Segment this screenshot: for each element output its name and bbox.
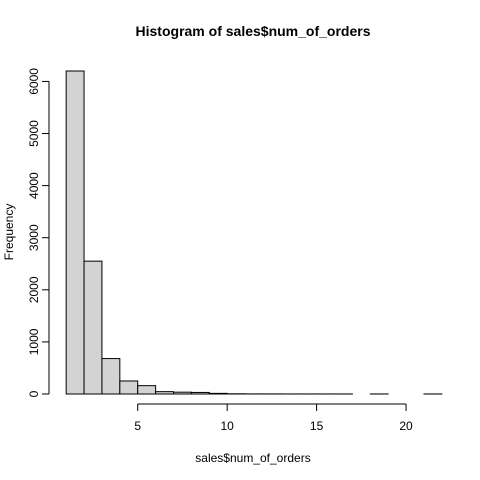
x-tick-label-15: 15 (310, 419, 324, 433)
x-axis-label: sales$num_of_orders (195, 451, 310, 465)
histogram-bar-8 (190, 391, 210, 395)
histogram-bar-6 (155, 391, 174, 395)
x-tick-label-10: 10 (220, 419, 234, 433)
y-tick-label-2000: 2000 (27, 276, 41, 303)
histogram-bar-9 (208, 392, 228, 395)
histogram-bar-2 (83, 260, 103, 395)
y-tick-label-5000: 5000 (27, 120, 41, 147)
x-axis: 5 10 15 20 (134, 403, 413, 433)
histogram-bar-7 (173, 391, 192, 395)
histogram-bars (65, 70, 443, 395)
y-tick-label-0: 0 (27, 390, 41, 397)
y-tick-label-6000: 6000 (27, 68, 41, 95)
y-tick-label-1000: 1000 (27, 328, 41, 355)
y-axis-label: Frequency (2, 204, 16, 261)
y-tick-label-4000: 4000 (27, 172, 41, 199)
y-axis: 0 1000 2000 3000 4000 5000 6000 (27, 68, 50, 397)
x-tick-label-20: 20 (399, 419, 413, 433)
histogram-bar-5 (137, 385, 157, 395)
histogram-bar-1 (65, 70, 85, 395)
x-tick-label-5: 5 (134, 419, 141, 433)
histogram-bar-4 (119, 380, 139, 395)
histogram-bar-3 (101, 358, 121, 395)
chart-title: Histogram of sales$num_of_orders (136, 23, 371, 39)
y-tick-label-3000: 3000 (27, 224, 41, 251)
